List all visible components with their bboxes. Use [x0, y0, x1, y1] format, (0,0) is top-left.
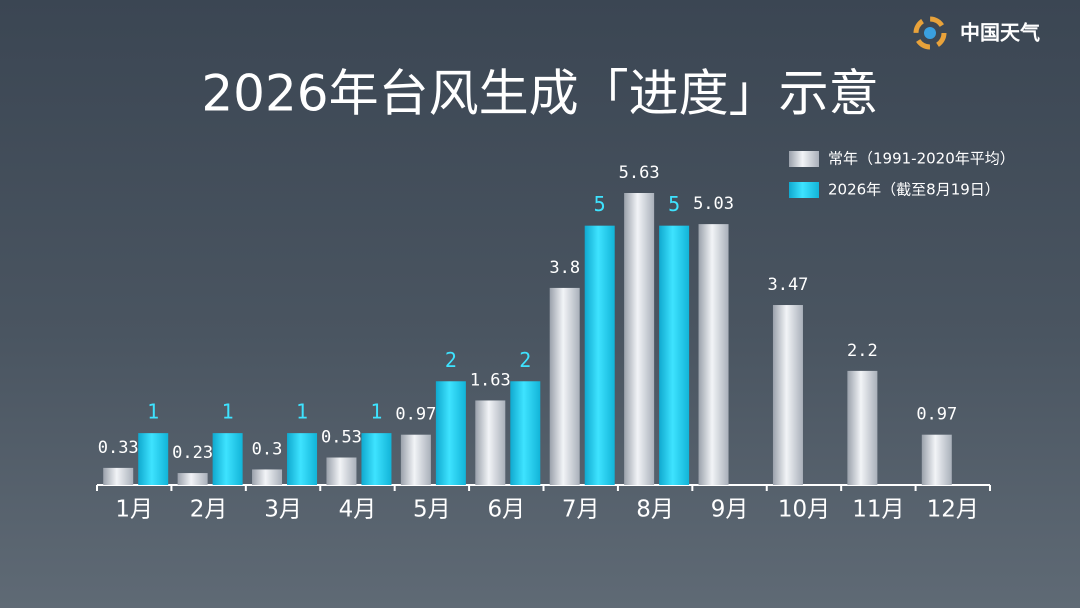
data-label: 5 [668, 192, 680, 216]
data-label: 1 [296, 400, 308, 424]
data-label: 0.23 [172, 443, 213, 463]
bar [549, 287, 580, 485]
x-tick-label: 6月 [487, 497, 525, 523]
bar [287, 433, 318, 485]
x-tick-label: 4月 [339, 497, 377, 523]
x-tick-label: 7月 [562, 497, 600, 523]
bar [659, 225, 690, 485]
data-label: 3.47 [767, 275, 808, 295]
data-label: 1 [222, 400, 234, 424]
x-tick-label: 3月 [264, 497, 302, 523]
bar [400, 434, 431, 485]
bar [921, 434, 952, 485]
bar [138, 433, 169, 485]
bar [510, 381, 541, 485]
data-label: 1 [147, 400, 159, 424]
data-label: 1.63 [470, 370, 511, 390]
bar [698, 224, 729, 485]
x-tick-label: 10月 [778, 497, 830, 523]
data-label: 3.8 [549, 258, 580, 278]
logo-text: 中国天气 [960, 21, 1040, 45]
chart-title: 2026年台风生成「进度」示意 [201, 65, 878, 123]
data-label: 1 [370, 400, 382, 424]
data-label: 0.3 [252, 439, 283, 459]
logo-icon-core [924, 27, 936, 39]
data-label: 2 [519, 348, 531, 372]
legend-label: 2026年（截至8月19日） [828, 181, 1000, 199]
bar [103, 467, 134, 485]
data-label: 5.03 [693, 194, 734, 214]
data-label: 2 [445, 348, 457, 372]
bar [326, 457, 357, 485]
bar [475, 400, 506, 485]
legend-swatch [789, 151, 819, 167]
logo: 中国天气 [913, 16, 1040, 50]
x-tick-label: 5月 [413, 497, 451, 523]
data-label: 0.97 [395, 405, 436, 425]
bar [177, 473, 208, 485]
data-label: 5 [594, 192, 606, 216]
data-label: 0.53 [321, 428, 362, 448]
bar [212, 433, 243, 485]
data-label: 2.2 [847, 341, 878, 361]
bar [435, 381, 466, 485]
bar [252, 469, 283, 485]
data-label: 0.33 [98, 438, 139, 458]
x-tick-label: 1月 [115, 497, 153, 523]
data-label: 0.97 [916, 405, 957, 425]
data-label: 5.63 [619, 163, 660, 183]
bar [624, 193, 655, 485]
logo-icon [913, 16, 947, 50]
x-tick-label: 8月 [636, 497, 674, 523]
x-tick-label: 9月 [711, 497, 749, 523]
legend-label: 常年（1991-2020年平均） [828, 150, 1015, 168]
x-tick-label: 12月 [927, 497, 979, 523]
bar [847, 370, 878, 485]
bar [584, 225, 615, 485]
x-tick-label: 11月 [852, 497, 904, 523]
x-tick-label: 2月 [190, 497, 228, 523]
legend-swatch [789, 182, 819, 198]
bar [361, 433, 392, 485]
bar [772, 305, 803, 485]
